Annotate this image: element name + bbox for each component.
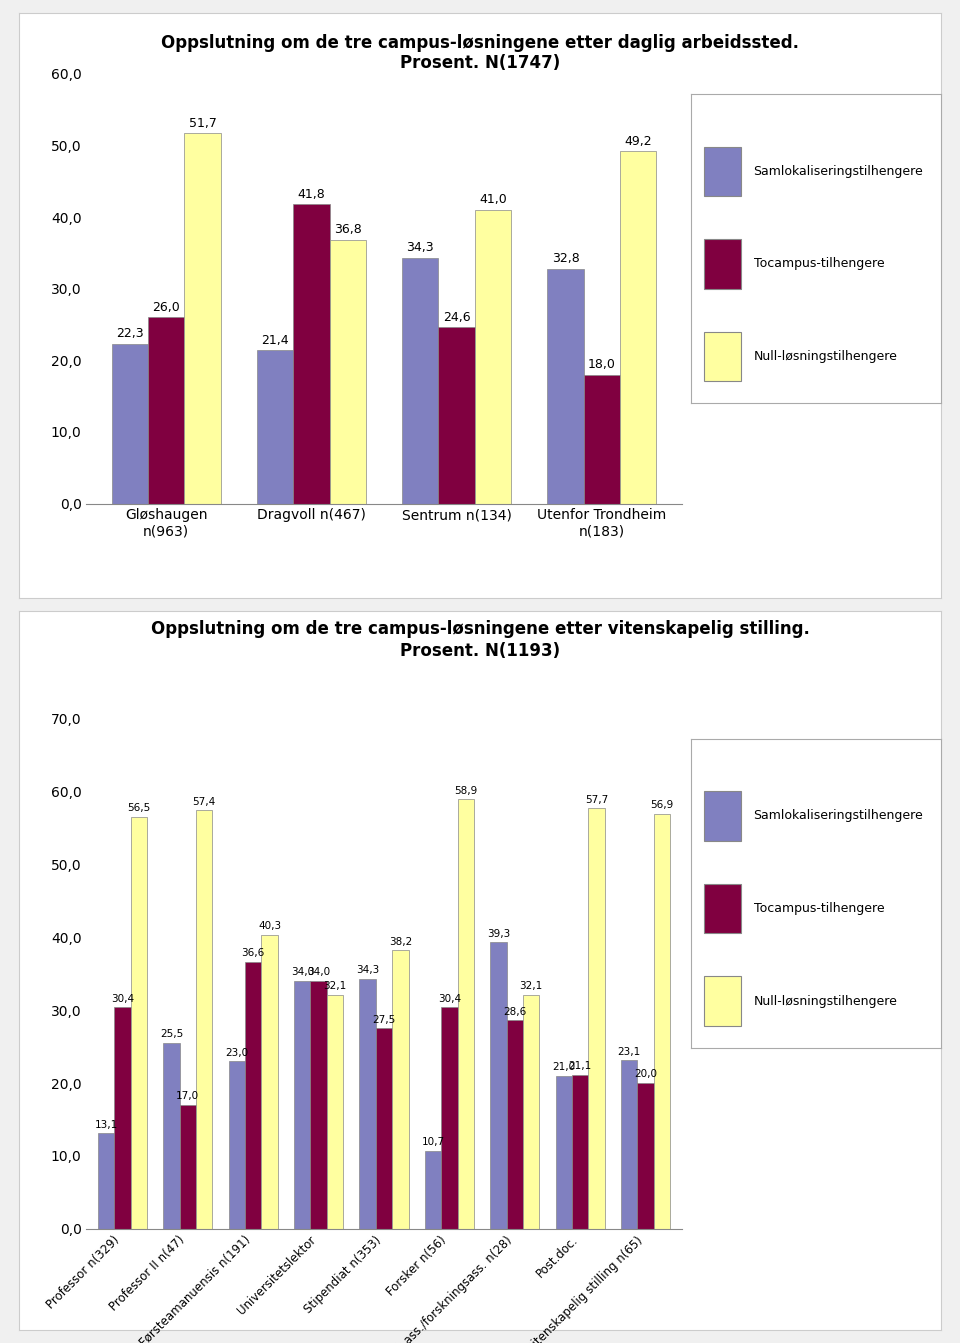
Text: 34,3: 34,3 [356, 966, 379, 975]
Bar [584, 375, 620, 504]
Text: 26,0: 26,0 [153, 301, 180, 314]
Bar [98, 1133, 114, 1229]
Bar [329, 240, 366, 504]
Bar [375, 1029, 393, 1229]
Text: 41,8: 41,8 [298, 188, 325, 200]
Text: 56,9: 56,9 [650, 800, 674, 810]
Text: 36,6: 36,6 [242, 948, 265, 959]
Bar [654, 814, 670, 1229]
Text: 40,3: 40,3 [258, 921, 281, 932]
Bar [163, 1044, 180, 1229]
Text: 30,4: 30,4 [438, 994, 461, 1003]
Text: Null-løsningstilhengere: Null-løsningstilhengere [754, 995, 898, 1007]
Bar [572, 1074, 588, 1229]
Bar [196, 810, 212, 1229]
Bar [621, 1061, 637, 1229]
Text: 36,8: 36,8 [334, 223, 362, 236]
Bar [310, 980, 326, 1229]
Text: 57,4: 57,4 [193, 796, 216, 807]
Text: 32,1: 32,1 [519, 982, 542, 991]
Text: Samlokaliseringstilhengere: Samlokaliseringstilhengere [754, 165, 924, 177]
Text: 23,1: 23,1 [617, 1046, 641, 1057]
Text: 25,5: 25,5 [159, 1029, 183, 1039]
Text: Prosent. N(1193): Prosent. N(1193) [400, 642, 560, 659]
FancyBboxPatch shape [704, 884, 741, 933]
Bar [637, 1082, 654, 1229]
Text: Oppslutning om de tre campus-løsningene etter daglig arbeidssted.: Oppslutning om de tre campus-løsningene … [161, 34, 799, 51]
Text: 28,6: 28,6 [503, 1007, 526, 1017]
Text: 57,7: 57,7 [585, 795, 609, 804]
Text: 58,9: 58,9 [454, 786, 477, 796]
Text: Tocampus-tilhengere: Tocampus-tilhengere [754, 258, 884, 270]
Text: 49,2: 49,2 [624, 134, 652, 148]
FancyBboxPatch shape [704, 332, 741, 381]
Text: 51,7: 51,7 [188, 117, 216, 130]
Text: 24,6: 24,6 [443, 310, 470, 324]
Bar [588, 808, 605, 1229]
Text: 18,0: 18,0 [588, 359, 615, 371]
Bar [523, 995, 540, 1229]
Bar [458, 799, 474, 1229]
Bar [402, 258, 439, 504]
Bar [148, 317, 184, 504]
Bar [439, 328, 475, 504]
Bar [547, 269, 584, 504]
Bar [556, 1076, 572, 1229]
Text: 32,8: 32,8 [552, 252, 579, 265]
Bar [475, 210, 511, 504]
Text: 32,1: 32,1 [324, 982, 347, 991]
Bar [326, 995, 343, 1229]
Text: 21,0: 21,0 [552, 1062, 575, 1072]
Bar [114, 1007, 131, 1229]
Text: 38,2: 38,2 [389, 936, 412, 947]
FancyBboxPatch shape [704, 791, 741, 841]
Bar [261, 935, 277, 1229]
Text: 17,0: 17,0 [177, 1092, 200, 1101]
Text: 21,4: 21,4 [261, 334, 289, 346]
Text: 41,0: 41,0 [479, 193, 507, 207]
Bar [131, 817, 147, 1229]
Text: 13,1: 13,1 [94, 1120, 118, 1129]
Text: Tocampus-tilhengere: Tocampus-tilhengere [754, 902, 884, 915]
Bar [184, 133, 221, 504]
Bar [293, 204, 329, 504]
Text: 34,0: 34,0 [291, 967, 314, 978]
Bar [294, 980, 310, 1229]
Text: 34,0: 34,0 [307, 967, 330, 978]
Text: 20,0: 20,0 [635, 1069, 658, 1080]
Text: 22,3: 22,3 [116, 328, 144, 340]
Bar [257, 351, 293, 504]
Bar [359, 979, 375, 1229]
Text: 39,3: 39,3 [487, 928, 510, 939]
Bar [620, 152, 657, 504]
Text: 10,7: 10,7 [421, 1138, 444, 1147]
Bar [491, 943, 507, 1229]
Text: Samlokaliseringstilhengere: Samlokaliseringstilhengere [754, 810, 924, 822]
Text: 27,5: 27,5 [372, 1015, 396, 1025]
Text: Prosent. N(1747): Prosent. N(1747) [400, 54, 560, 71]
Bar [425, 1151, 442, 1229]
Bar [111, 344, 148, 504]
Text: 21,1: 21,1 [568, 1061, 592, 1072]
Bar [507, 1021, 523, 1229]
Bar [393, 951, 409, 1229]
Bar [228, 1061, 245, 1229]
Text: Null-løsningstilhengere: Null-løsningstilhengere [754, 351, 898, 363]
Text: 30,4: 30,4 [110, 994, 134, 1003]
FancyBboxPatch shape [704, 239, 741, 289]
Bar [442, 1007, 458, 1229]
Bar [245, 962, 261, 1229]
FancyBboxPatch shape [704, 976, 741, 1026]
Text: 56,5: 56,5 [127, 803, 151, 814]
Bar [180, 1105, 196, 1229]
Text: Oppslutning om de tre campus-løsningene etter vitenskapelig stilling.: Oppslutning om de tre campus-løsningene … [151, 620, 809, 638]
Text: 23,0: 23,0 [226, 1048, 249, 1057]
Text: 34,3: 34,3 [406, 242, 434, 254]
FancyBboxPatch shape [704, 146, 741, 196]
